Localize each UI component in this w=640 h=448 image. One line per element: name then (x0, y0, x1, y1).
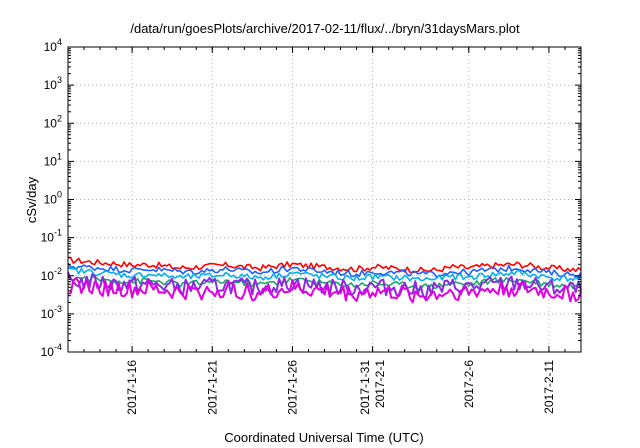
y-tick-label: 101 (44, 151, 62, 168)
y-tick-label: 10-4 (41, 342, 62, 359)
y-axis-label: cSv/day (24, 176, 39, 223)
y-axis: 104 103 102 101 100 10-1 10-2 10-3 10-4 (41, 37, 581, 359)
x-axis: 2017-1-16 2017-1-21 2017-1-26 2017-1-31 2017… (67, 47, 582, 415)
grid (68, 47, 581, 352)
series-line-3 (67, 266, 582, 282)
x-tick-label: 2017-1-21 (205, 360, 219, 415)
y-tick-label: 10-2 (41, 266, 62, 283)
series-line-1 (68, 256, 582, 274)
y-tick-label: 102 (44, 113, 62, 130)
y-tick-label: 100 (44, 190, 62, 207)
y-tick-label: 104 (44, 37, 62, 54)
x-tick-label: 2017-2-1 (373, 360, 387, 408)
series-layer (67, 256, 582, 304)
chart-title: /data/run/goesPlots/archive/2017-02-11/f… (130, 21, 520, 36)
x-axis-label: Coordinated Universal Time (UTC) (224, 430, 423, 445)
y-tick-label: 10-1 (41, 228, 62, 245)
x-tick-label: 2017-2-6 (462, 360, 476, 408)
series-line-5 (67, 271, 582, 299)
y-tick-label: 10-3 (41, 304, 62, 321)
x-tick-label: 2017-2-11 (542, 360, 556, 414)
series-line-2 (67, 263, 582, 278)
series-line-6 (67, 277, 582, 304)
x-tick-label: 2017-1-26 (285, 360, 299, 415)
x-tick-label: 2017-1-31 (358, 360, 372, 415)
series-line-4 (67, 274, 582, 291)
y-tick-label: 103 (44, 75, 62, 92)
x-tick-label: 2017-1-16 (125, 360, 139, 415)
